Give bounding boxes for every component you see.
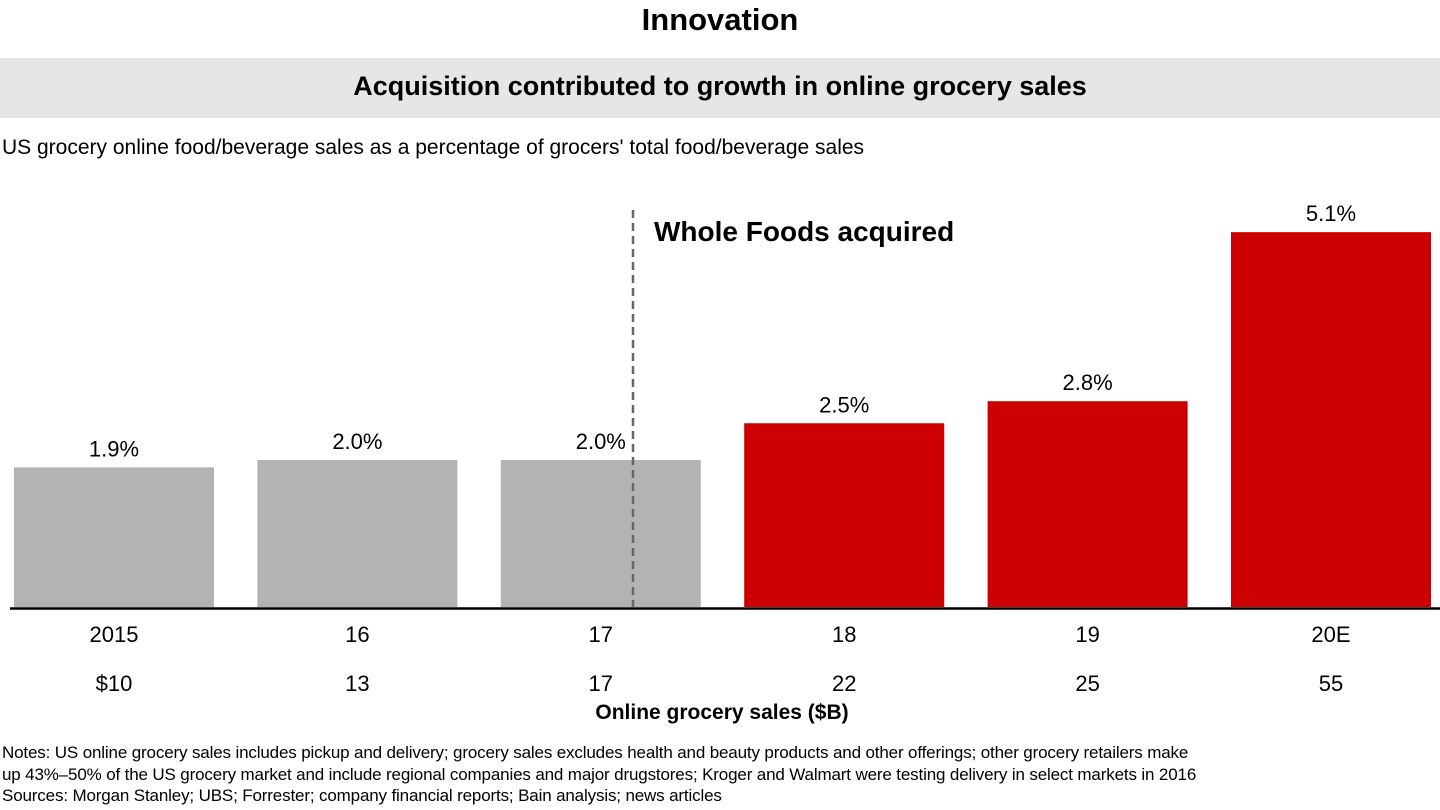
- sales-value-label: $10: [96, 671, 133, 696]
- sales-value-label: 22: [832, 671, 856, 696]
- sales-value-label: 55: [1319, 671, 1343, 696]
- bar-17: [500, 460, 701, 607]
- bar-16: [257, 460, 458, 607]
- sales-value-label: 13: [345, 671, 369, 696]
- notes-line-1: Notes: US online grocery sales includes …: [2, 743, 1189, 762]
- bar-chart: 1.9% 2015 $10 2.0% 16 13 2.0% 17 17 2.5% 18 22 2.8% 1…: [10, 201, 1440, 724]
- x-tick-label: 16: [345, 622, 369, 647]
- x-tick-label: 18: [832, 622, 856, 647]
- bar-value-label: 5.1%: [1306, 201, 1356, 226]
- x-tick-label: 20E: [1311, 622, 1350, 647]
- sources-line: Sources: Morgan Stanley; UBS; Forrester;…: [2, 786, 722, 805]
- x-tick-label: 17: [589, 622, 613, 647]
- notes-line-2: up 43%–50% of the US grocery market and …: [2, 764, 1197, 784]
- chart-subtitle: Acquisition contributed to growth in onl…: [353, 71, 1087, 101]
- secondary-axis-label: Online grocery sales ($B): [595, 701, 848, 724]
- bar-2015: [14, 467, 214, 607]
- bar-value-label: 2.8%: [1063, 370, 1113, 395]
- chart-description: US grocery online food/beverage sales as…: [2, 136, 865, 159]
- bar-value-label: 2.0%: [332, 429, 382, 454]
- x-tick-label: 2015: [90, 622, 139, 647]
- subtitle-band: [0, 58, 1440, 118]
- bar-18: [744, 423, 945, 607]
- sales-value-label: 25: [1075, 671, 1099, 696]
- x-tick-label: 19: [1075, 622, 1099, 647]
- page-title: Innovation: [641, 2, 799, 37]
- bar-value-label: 2.0%: [576, 429, 626, 454]
- bar-value-label: 1.9%: [89, 436, 139, 461]
- footnotes: Notes: US online grocery sales includes …: [2, 742, 1196, 807]
- bar-20E: [1231, 232, 1431, 607]
- acquisition-annotation: Whole Foods acquired: [654, 216, 954, 247]
- bar-19: [987, 401, 1188, 607]
- sales-value-label: 17: [589, 671, 613, 696]
- bar-value-label: 2.5%: [819, 392, 869, 417]
